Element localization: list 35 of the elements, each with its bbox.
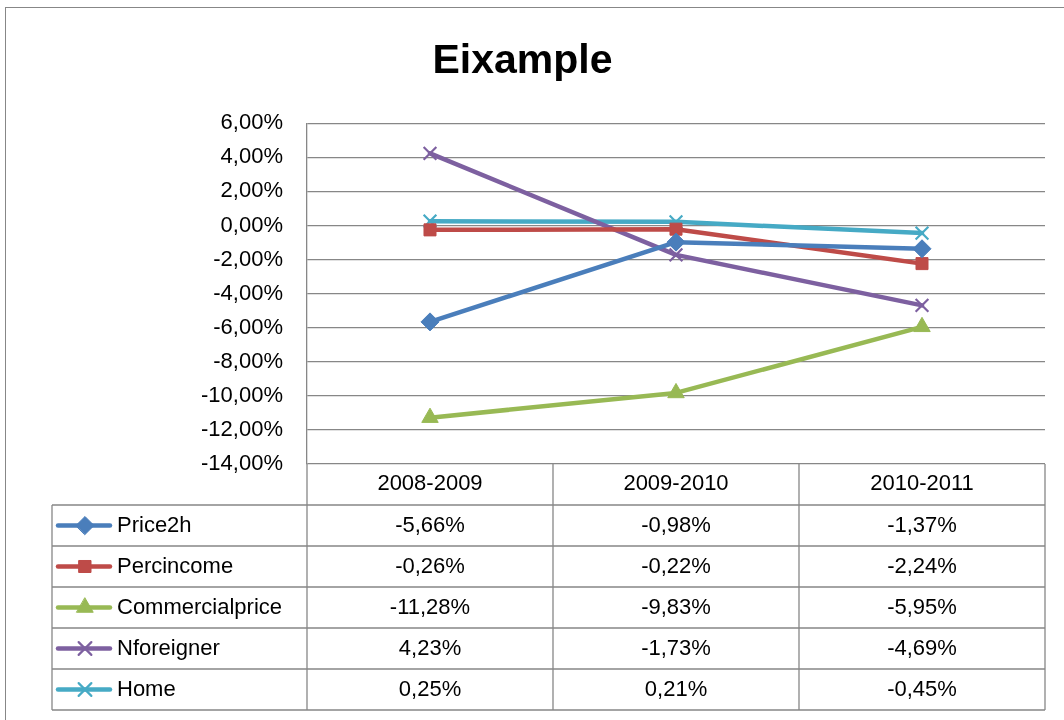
legend-label: Home: [117, 675, 176, 701]
data-label: -4,69%: [887, 634, 957, 660]
data-label: -0,45%: [887, 675, 957, 701]
legend-label: Percincome: [117, 552, 234, 578]
data-label: -9,83%: [641, 593, 711, 619]
data-label: 0,25%: [398, 675, 462, 701]
y-tick-label: -14,00%: [201, 450, 283, 476]
data-label: 4,23%: [398, 634, 462, 660]
data-label: 0,21%: [644, 675, 708, 701]
y-tick-label: -8,00%: [213, 347, 283, 373]
chart-title: Eixample: [432, 35, 613, 82]
data-label: -11,28%: [389, 593, 471, 619]
data-label: -1,73%: [641, 634, 711, 660]
y-tick-label: -4,00%: [213, 279, 283, 305]
x-tick-label: 2010-2011: [870, 470, 974, 496]
y-tick-label: 4,00%: [220, 143, 283, 169]
y-tick-label: 0,00%: [220, 211, 283, 237]
data-label: -0,26%: [395, 552, 465, 578]
y-tick-label: 6,00%: [220, 109, 283, 135]
legend-label: Commercialprice: [117, 593, 283, 619]
y-tick-label: -2,00%: [213, 245, 283, 271]
y-tick-label: -12,00%: [201, 415, 283, 441]
x-tick-label: 2009-2010: [623, 470, 729, 496]
data-label: -5,66%: [395, 511, 465, 537]
x-tick-label: 2008-2009: [377, 470, 483, 496]
y-tick-label: -10,00%: [201, 381, 283, 407]
y-tick-label: -6,00%: [213, 313, 283, 339]
data-label: -2,24%: [887, 552, 957, 578]
data-label: -0,22%: [641, 552, 711, 578]
data-label: -5,95%: [887, 593, 957, 619]
legend-label: Price2h: [117, 511, 192, 537]
data-label: -1,37%: [887, 511, 957, 537]
legend-label: Nforeigner: [117, 634, 220, 660]
y-tick-label: 2,00%: [220, 177, 283, 203]
data-label: -0,98%: [641, 511, 711, 537]
